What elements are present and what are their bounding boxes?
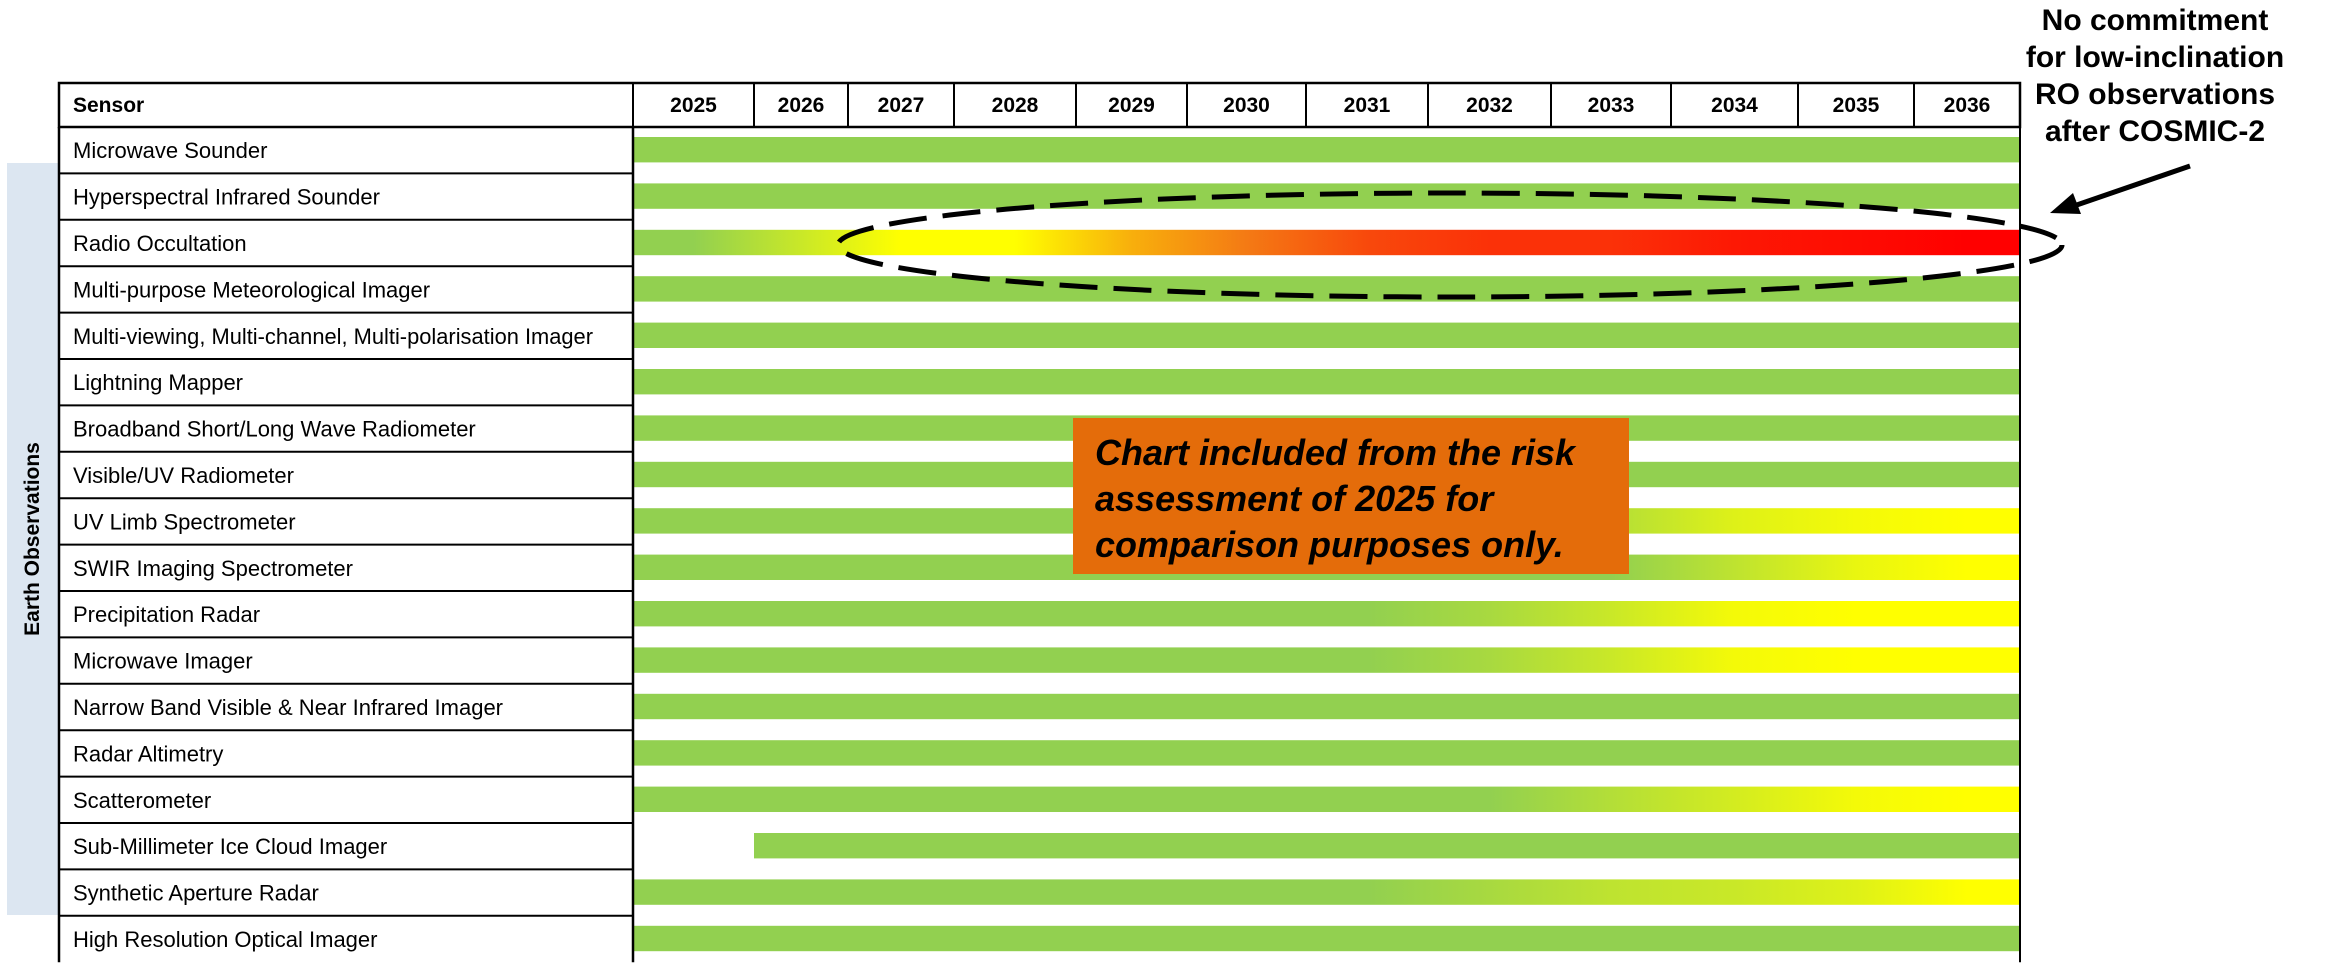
sensor-name: Microwave Sounder	[73, 138, 267, 163]
risk-bar	[633, 647, 2020, 673]
note-line: comparison purposes only.	[1095, 524, 1564, 565]
note-line: assessment of 2025 for	[1095, 478, 1494, 519]
sensor-name: Hyperspectral Infrared Sounder	[73, 185, 380, 210]
year-header: 2027	[878, 94, 925, 117]
risk-bar	[633, 786, 2020, 812]
risk-bar	[633, 693, 2020, 720]
callout-arrow-head	[2050, 193, 2081, 214]
sensor-name: Broadband Short/Long Wave Radiometer	[73, 417, 476, 442]
earth-observations-panel	[7, 163, 59, 915]
risk-bar	[633, 229, 2020, 256]
year-header: 2036	[1944, 94, 1991, 117]
year-header: 2031	[1344, 94, 1391, 117]
risk-bar	[633, 369, 2020, 395]
risk-bar	[633, 601, 2020, 627]
sensor-name: Radio Occultation	[73, 231, 247, 256]
highlight-ellipse	[835, 190, 2065, 300]
callout-text: No commitment for low-inclination RO obs…	[1980, 2, 2330, 150]
sensor-name: Lightning Mapper	[73, 370, 243, 395]
year-header: 2032	[1466, 94, 1513, 117]
year-header: 2033	[1588, 94, 1635, 117]
callout-line: for low-inclination	[2025, 41, 2285, 74]
sensor-name: Radar Altimetry	[73, 741, 223, 766]
comparison-note: Chart included from the risk assessment …	[1073, 418, 1629, 574]
sensor-name: Precipitation Radar	[73, 602, 260, 627]
risk-bar	[633, 276, 2020, 302]
year-header: 2028	[992, 94, 1039, 117]
year-header: 2025	[670, 94, 717, 117]
sensor-header: Sensor	[73, 94, 144, 117]
callout-line: No commitment	[2041, 4, 2269, 37]
sensor-name: UV Limb Spectrometer	[73, 509, 296, 534]
sensor-name: Scatterometer	[73, 788, 211, 813]
note-line: Chart included from the risk	[1095, 432, 1576, 473]
callout-line: after COSMIC-2	[2044, 115, 2266, 148]
sensor-name: Multi-viewing, Multi-channel, Multi-pola…	[73, 324, 593, 349]
risk-bar	[633, 740, 2020, 766]
year-header: 2034	[1711, 94, 1758, 117]
year-header: 2029	[1108, 94, 1155, 117]
risk-bar	[754, 833, 2020, 859]
sensor-name: Multi-purpose Meteorological Imager	[73, 277, 430, 302]
sensor-name: High Resolution Optical Imager	[73, 927, 377, 952]
sensor-name: Narrow Band Visible & Near Infrared Imag…	[73, 695, 503, 720]
sensor-name: Visible/UV Radiometer	[73, 463, 294, 488]
callout-arrow-shaft	[2067, 163, 2191, 211]
year-header: 2035	[1833, 94, 1880, 117]
sensor-name: SWIR Imaging Spectrometer	[73, 556, 353, 581]
risk-bar	[633, 322, 2020, 348]
callout-line: RO observations	[2034, 78, 2276, 111]
risk-bar	[633, 925, 2020, 952]
sensor-name: Sub-Millimeter Ice Cloud Imager	[73, 834, 387, 859]
risk-bar	[633, 137, 2020, 163]
sensor-name: Microwave Imager	[73, 649, 253, 674]
year-header: 2026	[778, 94, 825, 117]
sensor-name: Synthetic Aperture Radar	[73, 881, 319, 906]
risk-bar	[633, 879, 2020, 905]
year-header: 2030	[1223, 94, 1270, 117]
